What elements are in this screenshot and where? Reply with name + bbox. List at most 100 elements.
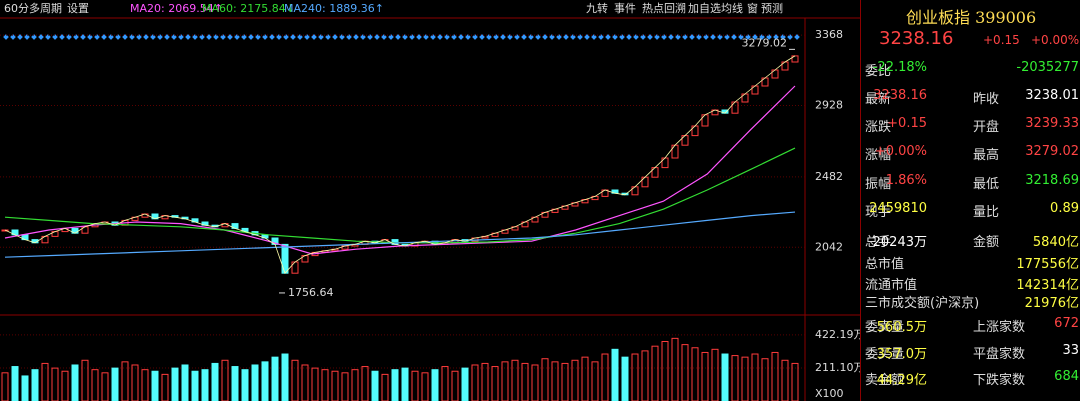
quote-cell: 最低: [973, 177, 1000, 192]
toolbar-button[interactable]: 预测: [761, 2, 783, 15]
volume-bar: [21, 375, 29, 401]
volume-bar: [551, 361, 559, 401]
volume-bar: [431, 369, 439, 401]
signal-dot: [535, 34, 541, 40]
volume-bar: [521, 362, 529, 401]
quote-cell: 昨收: [973, 92, 1000, 107]
quote-cell: 2459810: [869, 201, 927, 216]
candle: [641, 176, 649, 188]
quote-cell: 684: [1054, 369, 1079, 384]
quote-cell: 三市成交额(沪深京): [865, 296, 980, 311]
quote-cell: 下跌家数: [973, 373, 1026, 388]
y-tick-label: 2482: [815, 170, 843, 183]
volume-bar: [221, 359, 229, 401]
price-line: [4, 55, 796, 274]
volume-bar: [451, 370, 459, 401]
volume-bar: [651, 345, 659, 401]
volume-bar: [71, 364, 79, 401]
quote-cell: 现手: [865, 205, 892, 220]
toolbar-button[interactable]: 事件: [614, 2, 636, 15]
y-tick-label: 2042: [815, 240, 843, 253]
volume-bar: [211, 362, 219, 401]
candle: [671, 144, 679, 159]
volume-bar: [131, 364, 139, 401]
volume-bar: [771, 351, 779, 401]
quote-panel: 创业板指 399006 3238.16 +0.15 +0.00% 委比 -22.1…: [860, 0, 1080, 401]
volume-bar: [581, 356, 589, 401]
quote-cell: 44.29亿: [876, 373, 927, 388]
candle: [731, 101, 739, 114]
toolbar-button[interactable]: 九转: [586, 1, 608, 15]
toolbar-button[interactable]: 均线: [721, 1, 743, 15]
quote-cell: 总市值: [865, 257, 905, 272]
volume-bar: [741, 356, 749, 401]
ma-line: [4, 147, 796, 244]
signal-dot: [556, 34, 562, 40]
quote-cell: 142314亿: [1016, 278, 1079, 293]
volume-bar: [61, 370, 69, 401]
ma-label: MA20: 2069.54↑: [130, 2, 223, 15]
volume-bar: [401, 367, 409, 401]
quote-cell: 20243万: [872, 235, 927, 250]
candle: [691, 125, 699, 137]
chart: 60分 多周期 设置 MA20: 2069.54↑MA60: 2175.84↓MA24…: [0, 1, 860, 401]
y-tick-label: 2928: [815, 99, 843, 112]
toolbar-button[interactable]: 热点回溯: [642, 2, 686, 15]
volume-bar: [791, 362, 799, 401]
candle: [291, 261, 299, 274]
quote-cell: 总手: [865, 235, 892, 250]
quote-cell: 21976亿: [1024, 296, 1079, 311]
volume-bar: [11, 366, 19, 401]
volume-bar: [291, 359, 299, 401]
volume-bar: [381, 373, 389, 401]
signal-dot: [675, 34, 681, 40]
quote-cell: 3238.01: [1025, 88, 1079, 103]
signal-dot: [528, 34, 534, 40]
volume-bar: [641, 350, 649, 401]
signal-dot: [682, 34, 688, 40]
quote-cell: 357.0万: [876, 347, 927, 362]
volume-bar: [201, 369, 209, 401]
volume-bar: [281, 353, 289, 401]
signal-dot: [514, 34, 520, 40]
volume-bar: [171, 367, 179, 401]
volume-bar: [311, 367, 319, 401]
toolbar-button[interactable]: 加自选: [688, 2, 721, 15]
y-tick-label: 3368: [815, 28, 843, 41]
volume-bar: [191, 370, 199, 401]
ma-label: MA60: 2175.84↓: [202, 2, 295, 15]
signal-dot: [598, 34, 604, 40]
quote-cell: 最高: [973, 148, 1000, 163]
signal-dot: [591, 34, 597, 40]
volume-bar: [351, 369, 359, 401]
volume-bar: [331, 370, 339, 401]
volume-bar: [111, 367, 119, 401]
volume-bar: [681, 344, 689, 401]
volume-bar: [301, 364, 309, 401]
volume-unit: X100: [815, 387, 844, 400]
volume-bar: [621, 356, 629, 401]
volume-bar: [721, 353, 729, 401]
toolbar-item: 多周期: [29, 1, 62, 15]
quote-cell: 涨跌: [865, 120, 892, 135]
volume-bar: [361, 366, 369, 401]
volume-bar: [731, 355, 739, 401]
volume-tick-label: 211.10万: [815, 361, 860, 374]
volume-bar: [271, 356, 279, 401]
quote-cell: +0.15: [887, 116, 927, 131]
change: +0.15: [983, 33, 1020, 47]
quote-cell: 5840亿: [1032, 235, 1079, 250]
volume-bar: [611, 348, 619, 401]
volume-bar: [481, 362, 489, 401]
signal-dot: [549, 34, 555, 40]
volume-bar: [511, 359, 519, 401]
volume-bar: [261, 361, 269, 401]
quote-cell: 平盘家数: [973, 347, 1026, 362]
signal-dot: [738, 34, 744, 40]
quote-cell: 委买量: [865, 347, 905, 362]
quote-cell: 金额: [973, 235, 1000, 250]
quote-cell: 672: [1054, 316, 1079, 331]
toolbar-button[interactable]: 窗: [747, 1, 758, 15]
quote-cell: 最新: [865, 92, 892, 107]
